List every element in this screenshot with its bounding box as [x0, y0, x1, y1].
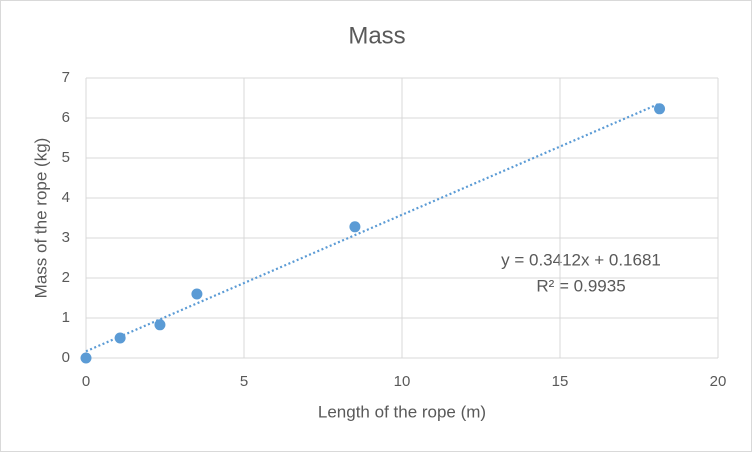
trendline — [85, 102, 660, 353]
y-tick-label: 1 — [62, 309, 70, 326]
x-tick-label: 5 — [240, 373, 248, 390]
chart-title: Mass — [348, 22, 405, 49]
data-point — [191, 288, 203, 300]
y-tick-label: 6 — [62, 109, 70, 126]
x-tick-label: 10 — [394, 373, 411, 390]
y-tick-label: 3 — [62, 229, 70, 246]
y-axis-label: Mass of the rope (kg) — [31, 138, 50, 299]
x-tick-label: 15 — [552, 373, 569, 390]
x-axis-label: Length of the rope (m) — [318, 402, 486, 421]
y-tick-label: 2 — [62, 269, 70, 286]
data-point — [114, 332, 126, 344]
y-tick-label: 0 — [62, 349, 70, 366]
data-point — [349, 221, 361, 233]
trendline-equation: y = 0.3412x + 0.1681 — [501, 250, 661, 269]
y-tick-label: 7 — [62, 69, 70, 86]
data-point — [154, 319, 166, 331]
y-tick-label: 4 — [62, 189, 70, 206]
x-tick-label: 20 — [710, 373, 727, 390]
x-tick-label: 0 — [82, 373, 90, 390]
data-point — [80, 352, 92, 364]
y-tick-label: 5 — [62, 149, 70, 166]
trendline-r2: R² = 0.9935 — [536, 276, 625, 295]
data-point — [654, 103, 666, 115]
